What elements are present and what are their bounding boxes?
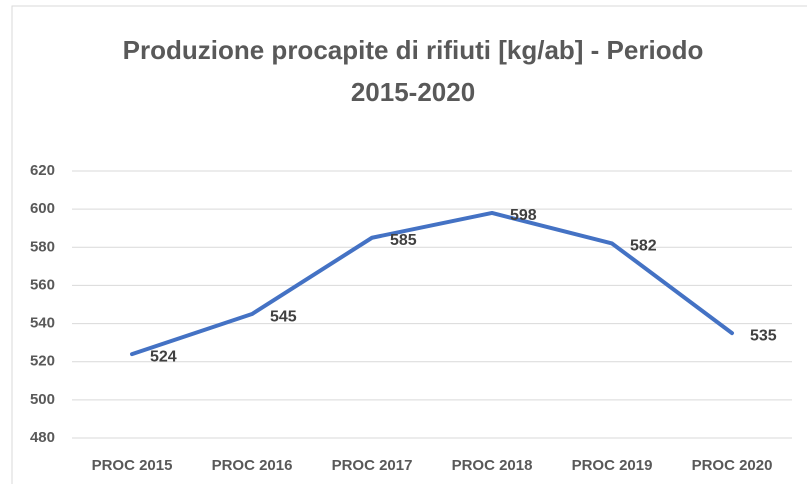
y-tick-label: 600	[30, 200, 55, 217]
data-label: 524	[150, 348, 177, 365]
x-tick-label: PROC 2016	[212, 457, 293, 474]
chart-frame	[11, 5, 807, 484]
y-tick-label: 580	[30, 238, 55, 255]
x-tick-label: PROC 2020	[692, 457, 773, 474]
chart-title: Produzione procapite di rifiuti [kg/ab] …	[122, 35, 704, 107]
y-tick-label: 540	[30, 315, 55, 332]
data-label: 598	[510, 207, 537, 224]
line	[130, 210, 734, 357]
data-label: 582	[630, 238, 657, 255]
x-tick-label: PROC 2015	[92, 457, 173, 474]
y-tick-label: 480	[30, 429, 55, 446]
y-tick-label: 500	[30, 391, 55, 408]
y-tick-label: 560	[30, 276, 55, 293]
y-tick-label: 520	[30, 353, 55, 370]
x-tick-label: PROC 2019	[572, 457, 653, 474]
data-label: 535	[750, 327, 777, 344]
x-tick-label: PROC 2018	[452, 457, 533, 474]
x-tick-label: PROC 2017	[332, 457, 413, 474]
y-tick-label: 620	[30, 162, 55, 179]
data-label: 585	[390, 232, 417, 249]
data-label: 545	[270, 308, 297, 325]
